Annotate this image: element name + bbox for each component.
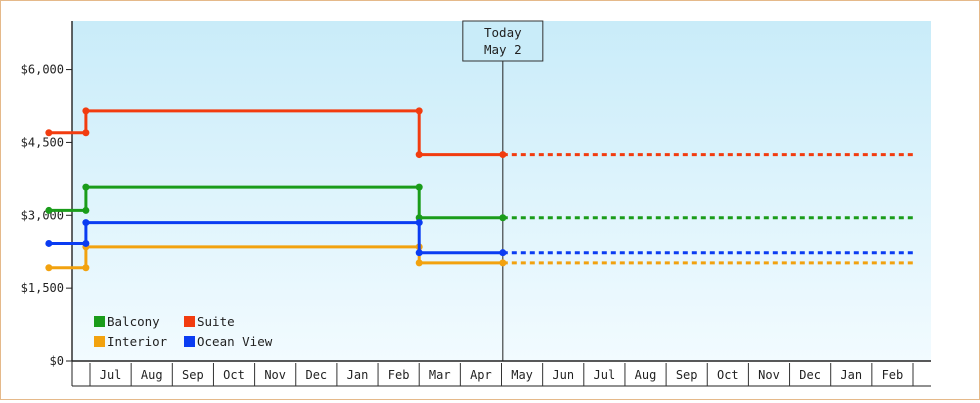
today-date-label: May 2 [484,42,522,57]
series-point [415,183,423,191]
series-point [499,259,507,267]
series-point [499,151,507,159]
y-axis: $0$1,500$3,000$4,500$6,000 [21,21,73,368]
series-lines [45,107,913,272]
x-tick-label: Jun [552,368,574,382]
x-tick-label: Feb [388,368,410,382]
series-point [45,239,53,247]
x-tick-label: Apr [470,368,492,382]
series-point [499,214,507,222]
x-tick-label: Oct [223,368,245,382]
series-point [499,249,507,257]
series-line [48,109,503,157]
legend-swatch [94,336,105,347]
today-label: Today [484,25,522,40]
legend-label: Balcony [107,314,160,329]
series-point [415,107,423,115]
series-line [48,245,503,270]
series-point [415,219,423,227]
x-tick-label: Aug [635,368,657,382]
legend-swatch [184,336,195,347]
today-marker: Today May 2 [462,20,544,361]
series-point [415,249,423,257]
series-ocean-view [45,219,913,257]
legend-label: Ocean View [197,334,273,349]
plot-background [72,21,931,361]
x-tick-label: Dec [305,368,327,382]
x-tick-label: May [511,368,533,382]
series-balcony [45,183,913,222]
x-tick-label: Sep [182,368,204,382]
series-point [82,206,90,214]
series-point [82,264,90,272]
x-tick-label: Jul [594,368,616,382]
x-tick-label: Nov [264,368,286,382]
series-point [82,183,90,191]
series-point [415,151,423,159]
x-tick-label: Jan [840,368,862,382]
series-point [82,219,90,227]
y-tick-label: $6,000 [21,63,64,77]
x-tick-label: Feb [882,368,904,382]
y-tick-label: $0 [50,354,64,368]
series-suite [45,107,913,159]
y-tick-label: $1,500 [21,281,64,295]
series-line [48,185,503,220]
y-tick-label: $4,500 [21,135,64,149]
legend-swatch [184,316,195,327]
series-interior [45,243,913,272]
series-point [415,214,423,222]
series-point [415,259,423,267]
series-point [82,239,90,247]
legend-swatch [94,316,105,327]
series-point [82,129,90,137]
x-tick-label: Mar [429,368,451,382]
series-point [82,107,90,115]
x-tick-label: Aug [141,368,163,382]
x-tick-label: Dec [799,368,821,382]
legend-label: Suite [197,314,235,329]
x-tick-label: Nov [758,368,780,382]
legend: Balcony Suite Interior Ocean View [94,314,273,349]
x-tick-label: Sep [676,368,698,382]
x-axis: Jul Aug Sep Oct Nov Dec Jan Feb Mar Apr May Jun Jul A… [71,360,931,387]
legend-label: Interior [107,334,168,349]
x-tick-label: Jul [100,368,122,382]
x-tick-label: Jan [347,368,369,382]
x-tick-label: Oct [717,368,739,382]
series-point [45,264,53,272]
series-point [45,206,53,214]
today-box [462,20,544,62]
series-line [48,221,503,255]
series-point [45,129,53,137]
